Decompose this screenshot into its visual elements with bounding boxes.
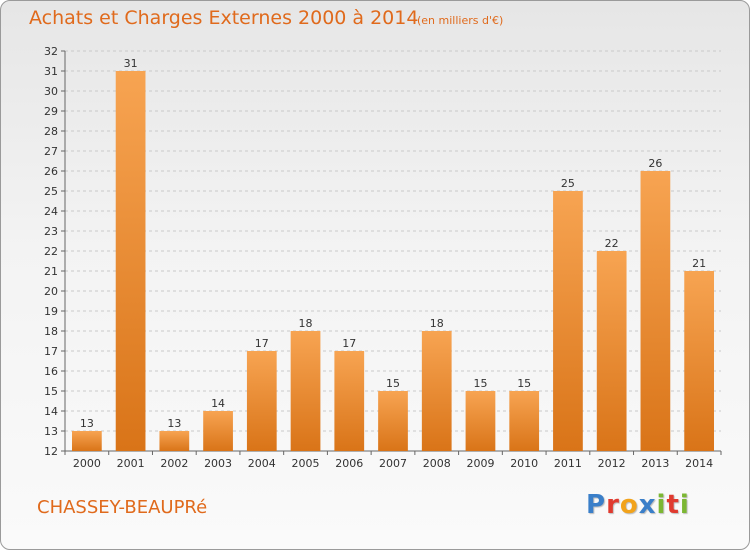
bar-2009 <box>465 391 496 451</box>
y-tick-label: 24 <box>44 205 58 218</box>
y-tick-label: 32 <box>44 45 58 58</box>
bar-2014 <box>684 271 715 451</box>
logo-letter: t <box>666 490 680 520</box>
x-tick-label: 2002 <box>160 457 188 470</box>
x-tick-label: 2000 <box>73 457 101 470</box>
y-tick-label: 19 <box>44 305 58 318</box>
bar-2013 <box>640 171 671 451</box>
y-tick-label: 29 <box>44 105 58 118</box>
data-label-2003: 14 <box>211 397 225 410</box>
y-tick-label: 23 <box>44 225 58 238</box>
bar-2000 <box>71 431 102 451</box>
x-tick-label: 2004 <box>248 457 276 470</box>
data-label-2008: 18 <box>430 317 444 330</box>
data-label-2007: 15 <box>386 377 400 390</box>
x-tick-label: 2013 <box>641 457 669 470</box>
y-tick-label: 18 <box>44 325 58 338</box>
x-tick-label: 2003 <box>204 457 232 470</box>
data-label-2012: 22 <box>605 237 619 250</box>
x-tick-label: 2014 <box>685 457 713 470</box>
data-label-2010: 15 <box>517 377 531 390</box>
bar-2003 <box>203 411 233 451</box>
x-tick-label: 2006 <box>335 457 363 470</box>
y-tick-label: 12 <box>44 445 58 458</box>
logo-letter: P <box>586 490 607 520</box>
y-tick-label: 28 <box>44 125 58 138</box>
y-tick-label: 21 <box>44 265 58 278</box>
y-tick-label: 26 <box>44 165 58 178</box>
proxiti-logo: Proxiti <box>586 490 690 520</box>
y-tick-label: 25 <box>44 185 58 198</box>
logo-letter: i <box>656 490 667 520</box>
y-tick-label: 30 <box>44 85 58 98</box>
bar-2001 <box>115 71 146 451</box>
x-tick-label: 2005 <box>292 457 320 470</box>
bar-2002 <box>159 431 190 451</box>
logo-letter: i <box>679 490 690 520</box>
bar-2010 <box>509 391 540 451</box>
y-tick-label: 14 <box>44 405 58 418</box>
data-labels: 13 31 13 14 17 18 17 15 18 15 15 25 22 26 21 <box>80 57 706 430</box>
y-tick-label: 20 <box>44 285 58 298</box>
x-tick-label: 2007 <box>379 457 407 470</box>
y-tick-label: 31 <box>44 65 58 78</box>
logo-letter: r <box>606 490 620 520</box>
data-label-2006: 17 <box>342 337 356 350</box>
y-tick-label: 17 <box>44 345 58 358</box>
logo-letter: x <box>638 490 657 520</box>
logo-letter: o <box>619 490 639 520</box>
data-label-2014: 21 <box>692 257 706 270</box>
data-label-2005: 18 <box>299 317 313 330</box>
x-tick-label: 2008 <box>423 457 451 470</box>
data-label-2001: 31 <box>124 57 138 70</box>
x-tick-label: 2012 <box>598 457 626 470</box>
y-tick-label: 27 <box>44 145 58 158</box>
bar-2005 <box>290 331 321 451</box>
x-tick-label: 2010 <box>510 457 538 470</box>
data-label-2011: 25 <box>561 177 575 190</box>
bar-2008 <box>421 331 452 451</box>
y-tick-label: 15 <box>44 385 58 398</box>
bar-2007 <box>378 391 408 451</box>
bar-2006 <box>334 351 365 451</box>
y-tick-label: 13 <box>44 425 58 438</box>
bar-2011 <box>553 191 583 451</box>
commune-name: CHASSEY-BEAUPRé <box>37 497 208 518</box>
data-label-2013: 26 <box>648 157 662 170</box>
data-label-2009: 15 <box>473 377 487 390</box>
y-tick-label: 22 <box>44 245 58 258</box>
data-label-2004: 17 <box>255 337 269 350</box>
bar-2012 <box>596 251 627 451</box>
bars <box>71 71 715 451</box>
chart-subtitle: (en milliers d'€) <box>417 14 504 27</box>
bar-2004 <box>246 351 277 451</box>
chart-title: Achats et Charges Externes 2000 à 2014 <box>29 7 419 29</box>
x-tick-label: 2009 <box>466 457 494 470</box>
data-label-2002: 13 <box>167 417 181 430</box>
x-tick-label: 2001 <box>117 457 145 470</box>
data-label-2000: 13 <box>80 417 94 430</box>
x-tick-label: 2011 <box>554 457 582 470</box>
y-tick-label: 16 <box>44 365 58 378</box>
